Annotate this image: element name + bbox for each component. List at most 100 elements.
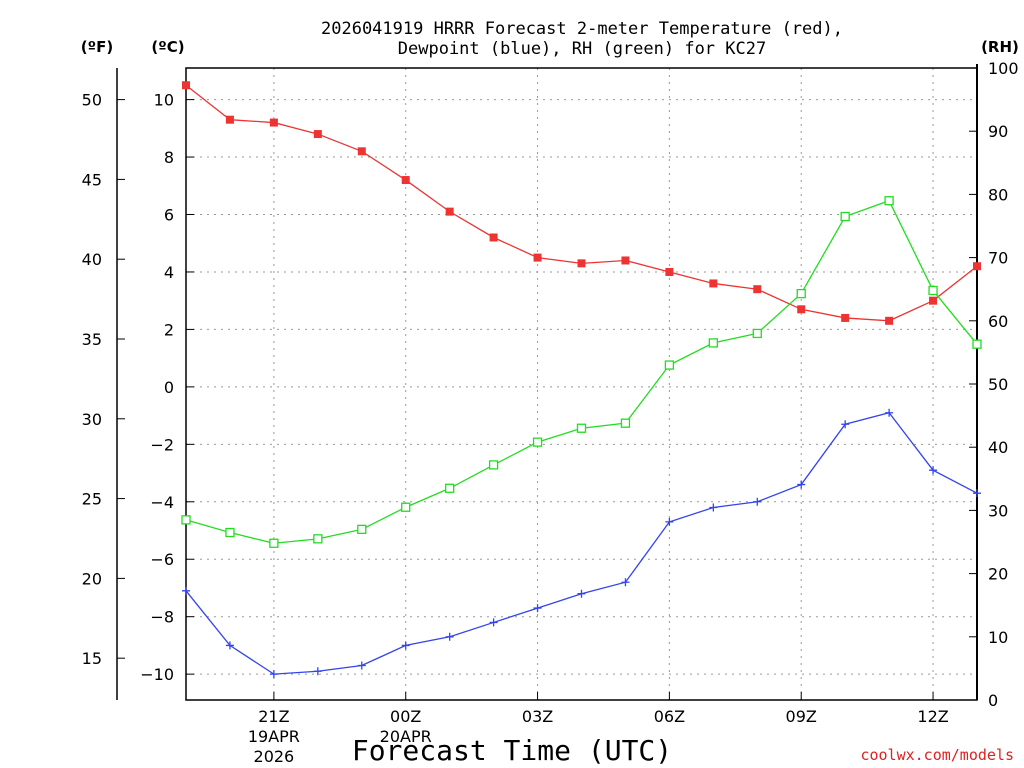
2-meter-temperature-point [797,305,806,314]
x-tick-date-label: 19APR [248,727,300,746]
dewpoint-point [182,586,190,595]
rh-point [269,538,279,548]
fahrenheit-tick-label: 15 [82,649,102,668]
2-meter-temperature-point [313,130,322,139]
dewpoint-point [885,408,894,417]
axes: 1086420−2−4−6−8−105045403530252015100908… [82,59,1019,766]
2-meter-temperature-point [577,259,586,268]
rh-line [185,199,978,544]
2-meter-temperature-point [445,207,454,216]
fahrenheit-tick-label: 25 [82,490,102,509]
2-meter-temperature-point [182,81,190,90]
fahrenheit-tick-label: 20 [82,569,102,588]
celsius-tick-label: −10 [140,665,174,684]
rh-tick-label: 70 [988,249,1008,268]
x-tick-year-label: 2026 [254,747,295,766]
celsius-tick-label: −2 [150,435,174,454]
rh-tick-label: 40 [988,438,1008,457]
dewpoint-line [185,411,978,675]
rh-tick-label: 90 [988,122,1008,141]
rh-point [225,527,235,538]
x-tick-label: 03Z [522,707,553,726]
rh-point [840,211,850,222]
x-tick-label: 06Z [654,707,685,726]
2-meter-temperature-point [621,256,630,265]
rh-point [445,483,455,493]
2-meter-temperature-point [489,233,498,242]
2-meter-temperature-point [709,279,718,288]
rh-point [313,534,323,544]
x-tick-label: 00Z [390,707,421,726]
rh-point [972,339,982,349]
x-axis-label: Forecast Time (UTC) [352,734,672,767]
dewpoint-point [665,517,674,526]
rh-point [928,285,938,296]
2-meter-temperature-point [225,115,234,124]
dewpoint-point [753,497,762,506]
celsius-tick-label: 4 [164,263,174,282]
fahrenheit-tick-label: 50 [82,91,102,110]
rh-tick-label: 80 [988,185,1008,204]
rh-tick-label: 20 [988,565,1008,584]
dewpoint-point [313,667,322,676]
rh-point [181,515,191,525]
rh-point [884,196,894,206]
rh-tick-label: 30 [988,501,1008,520]
dewpoint-point [973,489,981,498]
dewpoint-point [445,632,454,641]
rh-tick-label: 10 [988,628,1008,647]
dewpoint-point [225,641,234,650]
dewpoint-point [401,641,410,650]
celsius-tick-label: −4 [150,493,174,512]
dewpoint-point [929,466,938,475]
2-meter-temperature-point [533,253,542,262]
2-meter-temperature-point [885,316,894,325]
celsius-unit-label: (ºC) [151,38,184,56]
2-meter-temperature-point [401,176,410,185]
plot-frame [185,67,978,701]
dewpoint-point [533,604,542,613]
fahrenheit-tick-label: 40 [82,250,102,269]
x-tick-label: 09Z [786,707,817,726]
data-series [181,81,982,679]
dewpoint-point [357,661,366,670]
rh-unit-label: (RH) [981,38,1019,56]
dewpoint-point [709,503,718,512]
rh-tick-label: 60 [988,312,1008,331]
fahrenheit-tick-label: 30 [82,410,102,429]
rh-point [664,360,675,370]
dewpoint-point [489,618,498,627]
2-meter-temperature-point [269,118,278,127]
rh-point [357,524,367,535]
chart-title-line-1: 2026041919 HRRR Forecast 2-meter Tempera… [321,19,843,39]
celsius-tick-label: −8 [150,608,174,627]
rh-point [576,423,587,433]
rh-tick-label: 100 [988,59,1019,78]
2-meter-temperature-point [665,267,674,276]
x-tick-date-label: 20APR [380,727,432,746]
celsius-tick-label: 2 [164,320,174,339]
dewpoint-point [621,578,630,587]
2-meter-temperature-point [929,296,938,305]
fahrenheit-unit-label: (ºF) [81,38,113,56]
dewpoint-point [841,420,850,429]
celsius-tick-label: 8 [164,148,174,167]
rh-point [620,418,631,428]
celsius-tick-label: −6 [150,550,174,569]
2-meter-temperature-point [973,262,981,271]
2-meter-temperature-line [185,84,978,322]
dewpoint-point [269,670,278,679]
rh-point [532,437,543,447]
fahrenheit-tick-label: 45 [82,170,102,189]
2-meter-temperature-point [841,313,850,322]
x-tick-label: 21Z [258,707,289,726]
2-meter-temperature-point [753,285,762,294]
celsius-tick-label: 0 [164,378,174,397]
rh-point [401,502,411,512]
chart-title-line-2: Dewpoint (blue), RH (green) for KC27 [398,39,766,59]
rh-point [796,288,806,299]
source-credit: coolwx.com/models [860,746,1014,764]
rh-tick-label: 50 [988,375,1008,394]
dewpoint-point [797,480,806,489]
